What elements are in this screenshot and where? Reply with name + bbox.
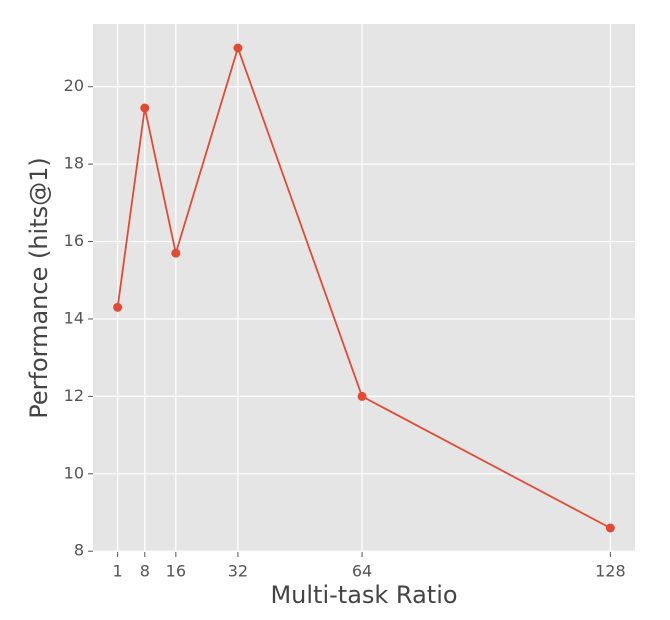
data-point: [605, 523, 615, 533]
y-tick-label: 14: [64, 308, 84, 327]
x-tick-label: 8: [140, 562, 150, 581]
x-tick-label: 16: [166, 562, 186, 581]
x-tick-label: 32: [228, 562, 248, 581]
data-point: [113, 302, 123, 312]
data-point: [140, 103, 150, 113]
x-tick-label: 128: [595, 562, 626, 581]
x-tick-label: 1: [113, 562, 123, 581]
data-point: [171, 248, 181, 258]
data-line: [116, 45, 611, 529]
y-axis-label: Performance (hits@1): [25, 157, 53, 419]
y-tick-label: 12: [64, 386, 84, 405]
data-point: [233, 43, 243, 53]
data-point: [357, 391, 367, 401]
x-tick-label: 64: [352, 562, 372, 581]
y-tick-label: 18: [64, 154, 84, 173]
y-tick-label: 20: [64, 76, 84, 95]
y-tick-label: 8: [74, 541, 84, 560]
y-tick-label: 10: [64, 463, 84, 482]
plot-background: [93, 24, 635, 552]
x-axis-label: Multi-task Ratio: [270, 581, 457, 609]
y-tick-label: 16: [64, 231, 84, 250]
